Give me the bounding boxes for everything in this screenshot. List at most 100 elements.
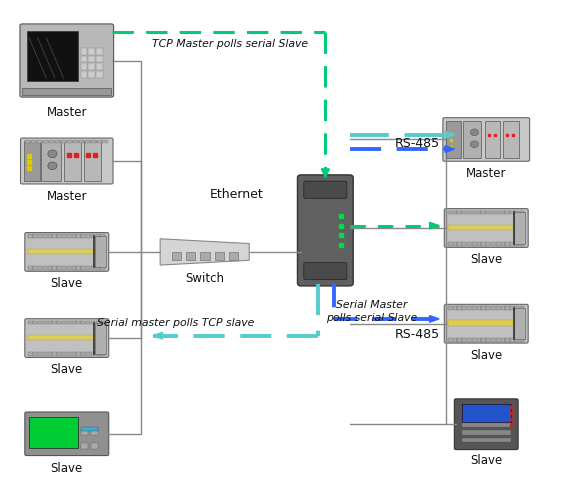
Bar — [41, 142, 60, 180]
FancyBboxPatch shape — [304, 263, 347, 280]
Bar — [43, 140, 48, 144]
Bar — [491, 306, 495, 310]
Polygon shape — [445, 146, 454, 152]
Bar — [96, 71, 103, 78]
FancyBboxPatch shape — [444, 304, 528, 343]
Bar — [62, 234, 66, 238]
Bar — [29, 417, 78, 447]
Bar — [472, 306, 476, 310]
Text: TCP Master polls serial Slave: TCP Master polls serial Slave — [153, 39, 309, 49]
Bar — [86, 266, 90, 270]
FancyBboxPatch shape — [454, 399, 518, 450]
Bar — [463, 121, 481, 158]
Bar — [501, 306, 505, 310]
Bar — [48, 266, 52, 270]
Bar — [38, 352, 42, 356]
Bar — [91, 234, 95, 238]
Polygon shape — [430, 315, 439, 322]
Bar — [514, 308, 525, 339]
Bar — [96, 234, 100, 238]
Bar — [457, 211, 461, 215]
Text: Master: Master — [47, 106, 87, 119]
Bar — [467, 242, 471, 246]
Bar — [38, 266, 42, 270]
Bar — [461, 431, 511, 435]
Bar — [515, 338, 520, 342]
Bar — [61, 140, 66, 144]
Bar — [67, 352, 71, 356]
Bar — [486, 306, 491, 310]
Bar — [33, 321, 37, 324]
Bar — [453, 211, 457, 215]
Bar — [52, 321, 56, 324]
Bar — [73, 140, 78, 144]
Bar — [81, 266, 85, 270]
Circle shape — [471, 141, 479, 148]
Bar — [448, 211, 452, 215]
Text: Slave: Slave — [51, 277, 83, 290]
Bar — [90, 140, 96, 144]
Bar — [24, 142, 40, 180]
Bar — [476, 338, 481, 342]
Bar — [28, 335, 105, 340]
Bar — [503, 121, 519, 158]
Bar — [62, 266, 66, 270]
Bar — [482, 242, 486, 246]
Bar — [81, 71, 88, 78]
Bar — [43, 234, 47, 238]
Bar — [472, 338, 476, 342]
Bar — [510, 338, 514, 342]
Bar — [484, 121, 501, 158]
Bar — [81, 63, 88, 70]
Text: Switch: Switch — [185, 272, 224, 285]
Text: Serial Master
polls serial Slave: Serial Master polls serial Slave — [325, 300, 417, 323]
Text: Ethernet: Ethernet — [210, 188, 263, 201]
Bar — [81, 48, 88, 55]
FancyBboxPatch shape — [443, 118, 529, 161]
Polygon shape — [445, 132, 454, 138]
Text: Slave: Slave — [470, 253, 502, 266]
Bar — [81, 429, 88, 435]
Bar — [28, 249, 105, 254]
Bar — [496, 338, 500, 342]
Bar — [215, 252, 224, 260]
Bar — [71, 266, 76, 270]
Bar — [77, 321, 81, 324]
Bar — [28, 321, 32, 324]
Bar — [22, 88, 111, 95]
Bar — [448, 242, 452, 246]
Bar — [77, 266, 81, 270]
Bar — [486, 338, 491, 342]
Bar — [501, 338, 505, 342]
Bar — [33, 234, 37, 238]
Polygon shape — [160, 239, 249, 265]
Bar — [86, 321, 90, 324]
Bar — [81, 352, 85, 356]
Text: Slave: Slave — [470, 348, 502, 361]
Bar — [172, 252, 181, 260]
Bar — [461, 423, 511, 427]
Bar — [64, 142, 81, 180]
Bar — [472, 211, 476, 215]
Text: RS-485: RS-485 — [395, 328, 439, 341]
Bar — [33, 352, 37, 356]
Bar — [515, 242, 520, 246]
Bar — [457, 338, 461, 342]
Bar — [38, 234, 42, 238]
Circle shape — [48, 162, 57, 169]
Bar — [501, 242, 505, 246]
Polygon shape — [430, 222, 439, 229]
Bar — [62, 352, 66, 356]
Bar — [462, 338, 467, 342]
Bar — [48, 352, 52, 356]
FancyBboxPatch shape — [304, 181, 347, 198]
Bar — [43, 321, 47, 324]
Bar — [103, 140, 108, 144]
Bar — [453, 306, 457, 310]
Bar — [28, 234, 32, 238]
Bar — [448, 320, 525, 326]
Bar — [520, 242, 524, 246]
Bar — [515, 306, 520, 310]
Bar — [514, 213, 525, 243]
Bar — [520, 306, 524, 310]
